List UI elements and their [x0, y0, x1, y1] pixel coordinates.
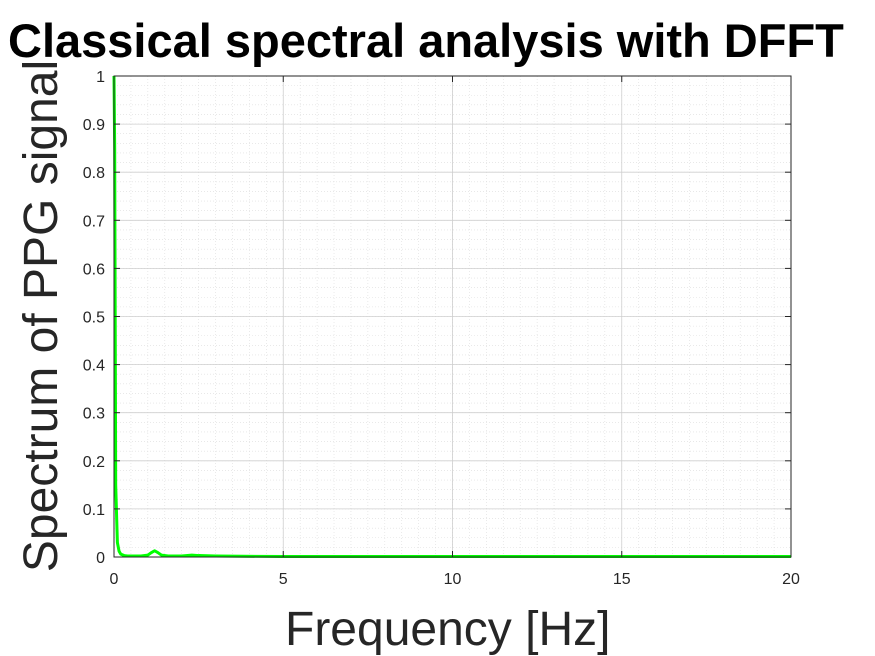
y-tick-label: 0.1 [83, 502, 105, 519]
x-tick-label: 5 [279, 571, 288, 588]
y-tick-label: 0.3 [83, 406, 105, 423]
y-tick-label: 0.7 [83, 213, 105, 230]
y-tick-label: 0.8 [83, 165, 105, 182]
y-tick-label: 0.4 [83, 358, 105, 375]
y-tick-label: 0.6 [83, 261, 105, 278]
x-tick-label: 0 [110, 571, 119, 588]
y-tick-label: 0.5 [83, 310, 105, 327]
x-tick-label: 10 [444, 571, 462, 588]
x-tick-label: 20 [782, 571, 800, 588]
major-grid [114, 76, 791, 557]
x-tick-label: 15 [613, 571, 631, 588]
tick-labels: 0 5 10 15 20 0 0.1 0.2 0.3 0.4 0.5 0.6 0.7 0.8 0.9 1 [83, 69, 800, 588]
y-tick-label: 0.2 [83, 454, 105, 471]
y-tick-label: 0.9 [83, 117, 105, 134]
chart-title: Classical spectral analysis with DFFT [8, 14, 844, 67]
y-tick-label: 0 [96, 550, 105, 567]
y-axis-label: Spectrum of PPG signal [15, 59, 68, 573]
y-tick-label: 1 [96, 69, 105, 86]
tick-marks [113, 75, 792, 558]
x-axis-label: Frequency [Hz] [285, 603, 611, 656]
